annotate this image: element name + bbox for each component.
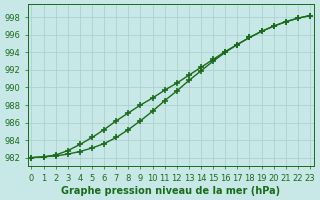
X-axis label: Graphe pression niveau de la mer (hPa): Graphe pression niveau de la mer (hPa) — [61, 186, 280, 196]
